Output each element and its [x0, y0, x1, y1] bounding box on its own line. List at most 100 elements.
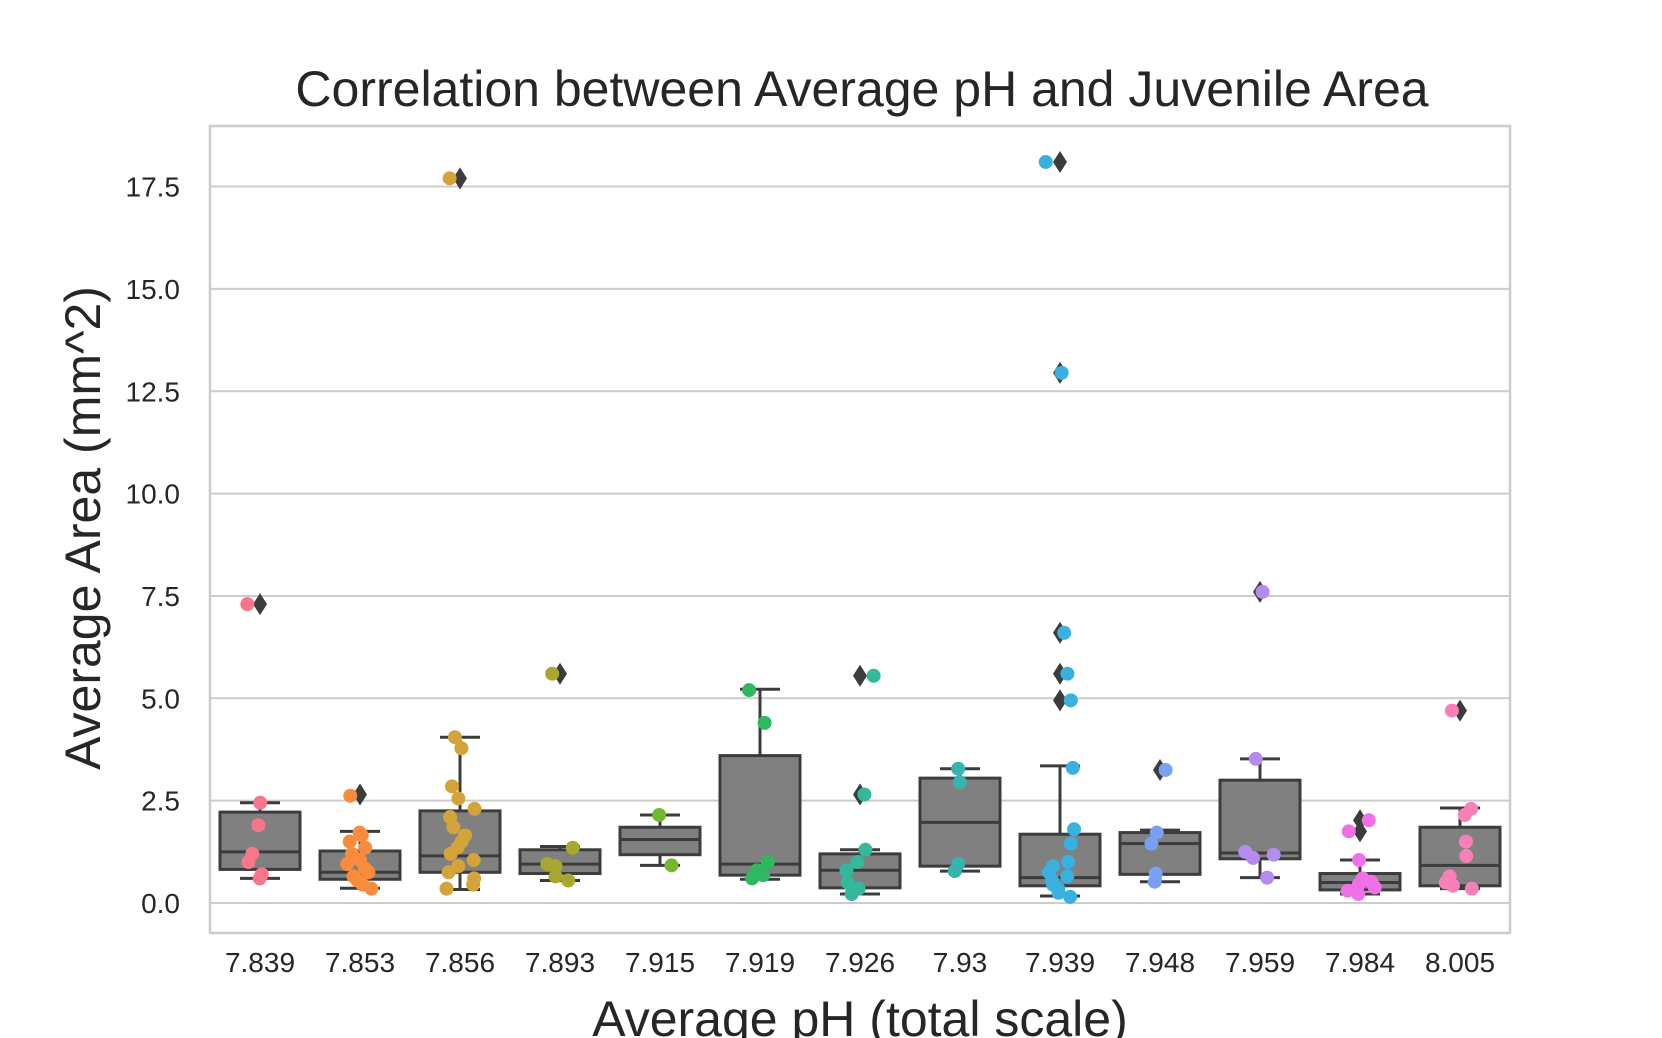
x-axis-label: Average pH (total scale) [592, 991, 1127, 1038]
data-point [1063, 889, 1078, 904]
data-point [664, 858, 679, 873]
data-point [253, 795, 268, 810]
data-point [857, 787, 872, 802]
data-point [951, 761, 966, 776]
box-group [418, 167, 502, 891]
data-point [652, 807, 667, 822]
x-tick-labels: 7.839 7.853 7.856 7.893 7.915 7.919 7.926 7.93 7… [225, 947, 1495, 978]
data-point [1065, 760, 1080, 775]
data-point [352, 825, 367, 840]
data-point [561, 873, 576, 888]
data-point [458, 828, 473, 843]
x-tick-label: 7.939 [1025, 947, 1095, 978]
y-tick-label: 2.5 [141, 786, 180, 817]
box-group [1418, 699, 1502, 891]
data-point [1340, 883, 1355, 898]
data-point [240, 597, 255, 612]
flier-marker [553, 662, 567, 685]
plot-frame [208, 124, 1512, 935]
data-point [254, 867, 269, 882]
data-point [1459, 848, 1474, 863]
x-tick-label: 7.948 [1125, 947, 1195, 978]
data-point [1067, 822, 1082, 837]
x-tick-label: 7.839 [225, 947, 295, 978]
y-tick-label: 12.5 [126, 376, 181, 407]
data-point [1444, 703, 1459, 718]
data-point [750, 863, 765, 878]
data-point [466, 853, 481, 868]
data-point [1341, 824, 1356, 839]
x-tick-label: 7.93 [933, 947, 988, 978]
data-point [1060, 869, 1075, 884]
data-point [342, 834, 357, 849]
x-tick-label: 7.856 [425, 947, 495, 978]
y-tick-label: 5.0 [141, 683, 180, 714]
box-group [1118, 758, 1202, 884]
data-point [343, 788, 358, 803]
data-point [1352, 853, 1367, 868]
data-point [858, 842, 873, 857]
data-point [447, 730, 462, 745]
flier-marker [1453, 699, 1467, 722]
data-point [545, 666, 560, 681]
data-point [1149, 825, 1164, 840]
y-tick-labels: 0.0 2.5 5.0 7.5 10.0 12.5 15.0 17.5 [126, 172, 181, 919]
data-point [346, 869, 361, 884]
data-point [1458, 834, 1473, 849]
data-point [442, 171, 457, 186]
y-tick-label: 0.0 [141, 888, 180, 919]
x-tick-label: 7.919 [725, 947, 795, 978]
data-point [454, 741, 469, 756]
data-point [251, 818, 266, 833]
data-point [951, 857, 966, 872]
strip-points [240, 154, 1479, 904]
data-point [443, 810, 458, 825]
data-point [467, 801, 482, 816]
data-point [358, 840, 373, 855]
x-tick-label: 7.926 [825, 947, 895, 978]
data-point [1158, 762, 1173, 777]
data-point [1060, 666, 1075, 681]
y-tick-label: 17.5 [126, 172, 181, 203]
data-point [451, 859, 466, 874]
x-tick-label: 7.893 [525, 947, 595, 978]
data-point [952, 775, 967, 790]
data-point [565, 840, 580, 855]
box-group [618, 813, 702, 867]
data-point [1464, 801, 1479, 816]
y-tick-label: 10.0 [126, 479, 181, 510]
data-point [548, 869, 563, 884]
grid-lines [210, 185, 1510, 904]
flier-marker [1353, 820, 1367, 843]
data-point [1054, 365, 1069, 380]
box-group [1018, 150, 1102, 898]
chart-title: Correlation between Average pH and Juven… [295, 61, 1428, 117]
data-point [757, 715, 772, 730]
data-point [1057, 625, 1072, 640]
data-point [1248, 751, 1263, 766]
data-point [1266, 847, 1281, 862]
flier-marker [853, 664, 867, 687]
box-group [1218, 580, 1302, 880]
data-point [1148, 866, 1163, 881]
data-point [345, 846, 360, 861]
flier-marker [353, 783, 367, 806]
data-point [451, 791, 466, 806]
y-tick-label: 15.0 [126, 274, 181, 305]
data-point [1038, 154, 1053, 169]
y-tick-label: 7.5 [141, 581, 180, 612]
box-body [1218, 778, 1302, 861]
data-point [1063, 693, 1078, 708]
flier-marker [1353, 809, 1367, 832]
data-point [1144, 836, 1159, 851]
data-point [850, 855, 865, 870]
boxes [218, 150, 1502, 898]
x-tick-label: 7.959 [1225, 947, 1295, 978]
flier-marker [1053, 689, 1067, 712]
data-point [1046, 859, 1061, 874]
data-point [540, 857, 555, 872]
flier-marker [1053, 150, 1067, 173]
x-tick-label: 7.915 [625, 947, 695, 978]
data-point [840, 875, 855, 890]
flier-marker [253, 593, 267, 616]
